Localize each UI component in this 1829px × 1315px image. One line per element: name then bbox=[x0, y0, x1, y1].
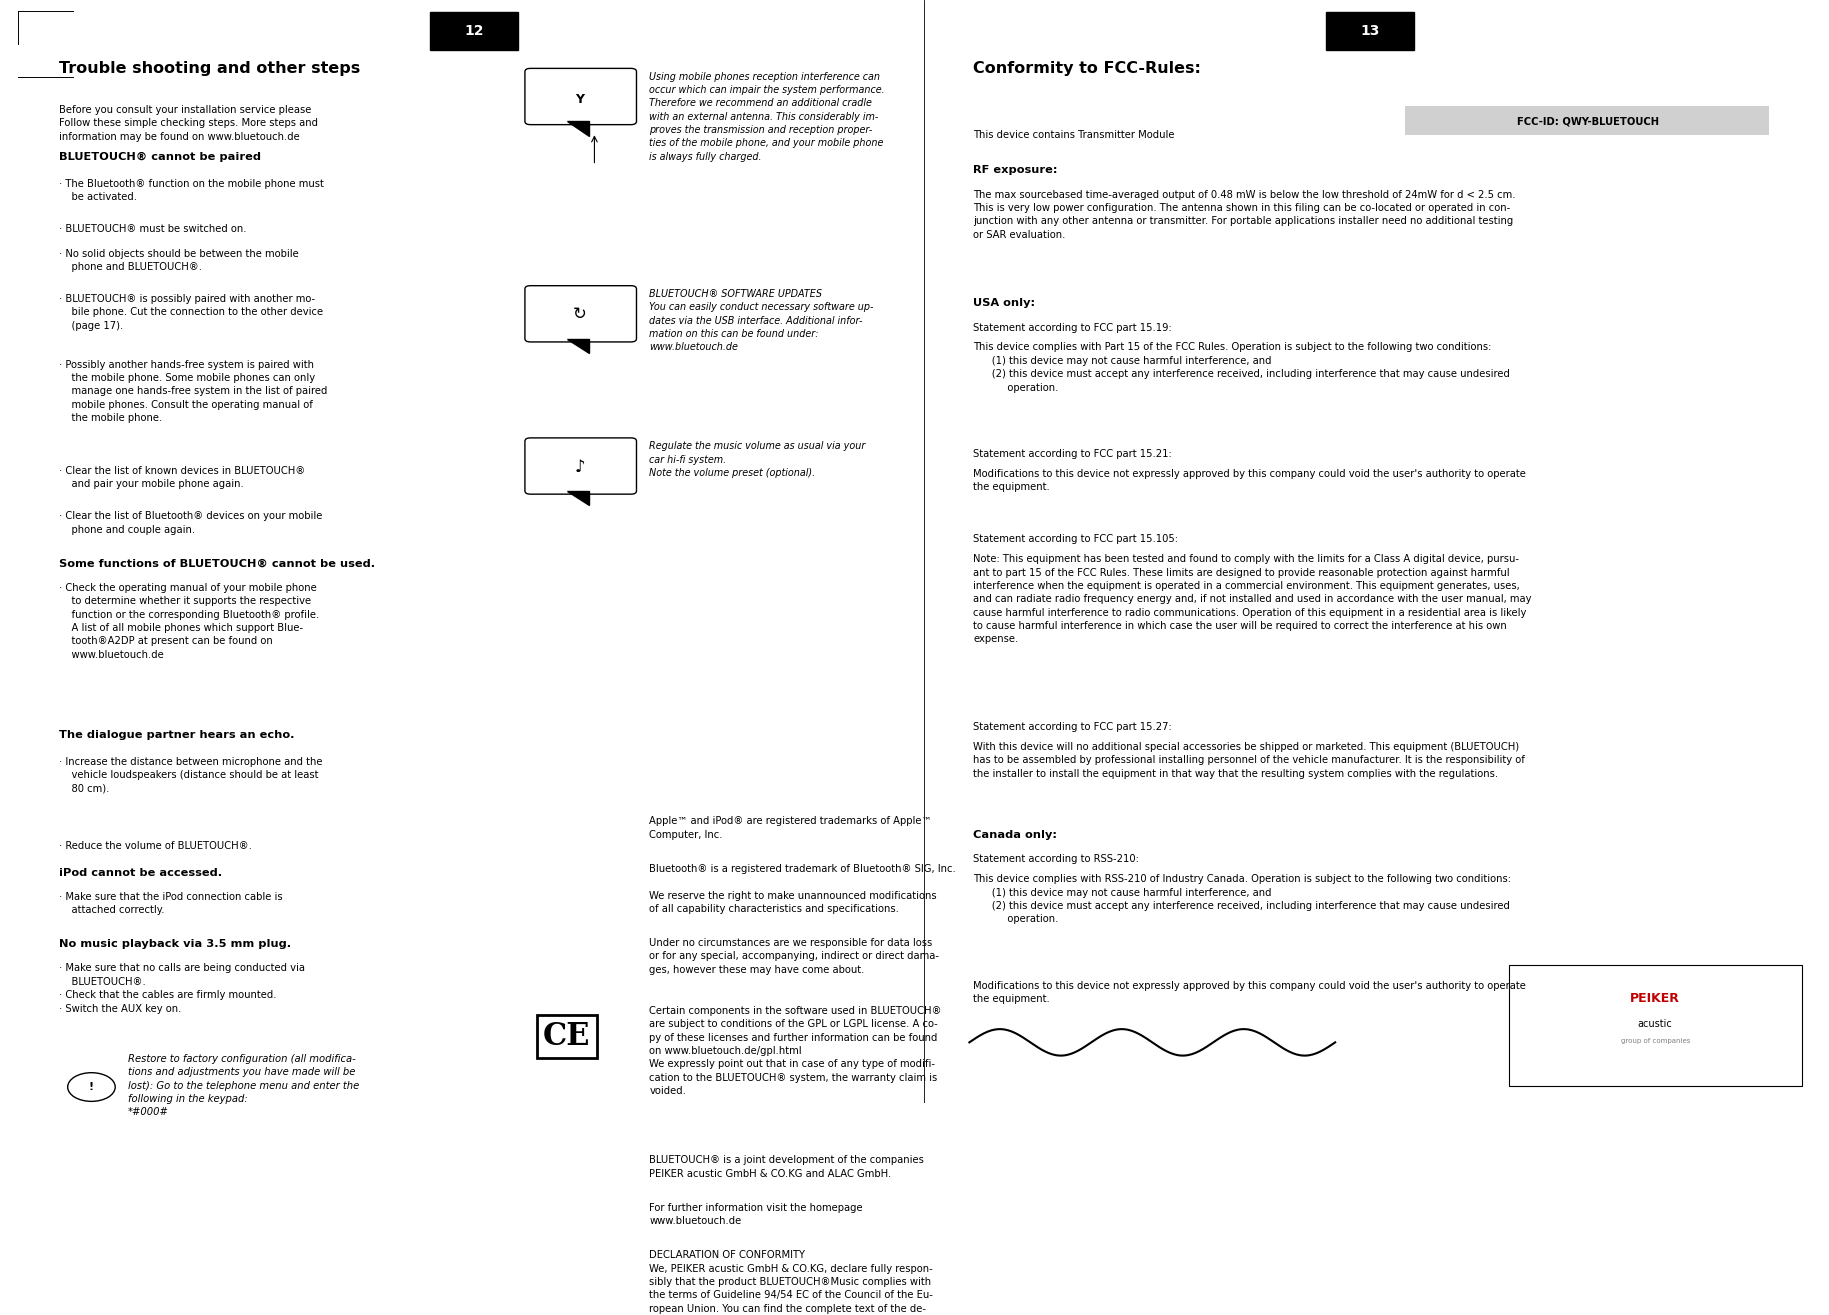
Text: Statement according to RSS-210:: Statement according to RSS-210: bbox=[973, 855, 1139, 864]
Text: Conformity to FCC-Rules:: Conformity to FCC-Rules: bbox=[973, 60, 1202, 76]
Text: Bluetooth® is a registered trademark of Bluetooth® SIG, Inc.: Bluetooth® is a registered trademark of … bbox=[649, 864, 957, 873]
Polygon shape bbox=[567, 490, 589, 505]
Text: FCC-ID: QWY-BLUETOUCH: FCC-ID: QWY-BLUETOUCH bbox=[1516, 116, 1659, 126]
Text: The dialogue partner hears an echo.: The dialogue partner hears an echo. bbox=[59, 730, 294, 740]
Text: !: ! bbox=[90, 1082, 93, 1091]
Text: We reserve the right to make unannounced modifications
of all capability charact: We reserve the right to make unannounced… bbox=[649, 890, 936, 914]
Text: PEIKER: PEIKER bbox=[1630, 992, 1681, 1005]
Text: With this device will no additional special accessories be shipped or marketed. : With this device will no additional spec… bbox=[973, 742, 1525, 778]
Text: The max sourcebased time-averaged output of 0.48 mW is below the low threshold o: The max sourcebased time-averaged output… bbox=[973, 189, 1516, 239]
Text: · Make sure that no calls are being conducted via
    BLUETOUCH®.
· Check that t: · Make sure that no calls are being cond… bbox=[59, 964, 304, 1014]
Text: Some functions of BLUETOUCH® cannot be used.: Some functions of BLUETOUCH® cannot be u… bbox=[59, 559, 375, 568]
Text: Note: This equipment has been tested and found to comply with the limits for a C: Note: This equipment has been tested and… bbox=[973, 554, 1531, 644]
Text: · BLUETOUCH® must be switched on.: · BLUETOUCH® must be switched on. bbox=[59, 224, 247, 234]
Text: 12: 12 bbox=[465, 24, 483, 38]
Text: 13: 13 bbox=[1361, 24, 1379, 38]
Text: · Clear the list of Bluetooth® devices on your mobile
    phone and couple again: · Clear the list of Bluetooth® devices o… bbox=[59, 512, 322, 535]
Text: BLUETOUCH® cannot be paired: BLUETOUCH® cannot be paired bbox=[59, 153, 260, 162]
FancyBboxPatch shape bbox=[1405, 107, 1769, 134]
Text: Canada only:: Canada only: bbox=[973, 830, 1057, 840]
Text: · No solid objects should be between the mobile
    phone and BLUETOUCH®.: · No solid objects should be between the… bbox=[59, 249, 298, 272]
Text: Statement according to FCC part 15.105:: Statement according to FCC part 15.105: bbox=[973, 534, 1178, 544]
FancyBboxPatch shape bbox=[525, 68, 636, 125]
Text: CE: CE bbox=[543, 1022, 591, 1052]
Text: Using mobile phones reception interference can
occur which can impair the system: Using mobile phones reception interferen… bbox=[649, 72, 885, 162]
Text: · Reduce the volume of BLUETOUCH®.: · Reduce the volume of BLUETOUCH®. bbox=[59, 840, 251, 851]
FancyBboxPatch shape bbox=[430, 12, 518, 50]
Text: Regulate the music volume as usual via your
car hi-fi system.
Note the volume pr: Regulate the music volume as usual via y… bbox=[649, 442, 865, 477]
Text: Under no circumstances are we responsible for data loss
or for any special, acco: Under no circumstances are we responsibl… bbox=[649, 938, 940, 974]
Text: · Check the operating manual of your mobile phone
    to determine whether it su: · Check the operating manual of your mob… bbox=[59, 583, 318, 660]
Text: Statement according to FCC part 15.19:: Statement according to FCC part 15.19: bbox=[973, 322, 1172, 333]
Text: · Clear the list of known devices in BLUETOUCH®
    and pair your mobile phone a: · Clear the list of known devices in BLU… bbox=[59, 466, 305, 489]
FancyBboxPatch shape bbox=[1509, 965, 1802, 1086]
Text: DECLARATION OF CONFORMITY
We, PEIKER acustic GmbH & CO.KG, declare fully respon-: DECLARATION OF CONFORMITY We, PEIKER acu… bbox=[649, 1251, 933, 1315]
Text: This device contains Transmitter Module: This device contains Transmitter Module bbox=[973, 130, 1174, 141]
Text: No music playback via 3.5 mm plug.: No music playback via 3.5 mm plug. bbox=[59, 939, 291, 949]
Text: This device complies with RSS-210 of Industry Canada. Operation is subject to th: This device complies with RSS-210 of Ind… bbox=[973, 874, 1511, 924]
Text: Restore to factory configuration (all modifica-
tions and adjustments you have m: Restore to factory configuration (all mo… bbox=[128, 1053, 358, 1118]
FancyBboxPatch shape bbox=[1326, 12, 1414, 50]
Polygon shape bbox=[567, 121, 589, 135]
Text: RF exposure:: RF exposure: bbox=[973, 166, 1057, 175]
Text: Apple™ and iPod® are registered trademarks of Apple™
Computer, Inc.: Apple™ and iPod® are registered trademar… bbox=[649, 817, 931, 839]
FancyBboxPatch shape bbox=[525, 285, 636, 342]
Circle shape bbox=[68, 1073, 115, 1102]
Text: · The Bluetooth® function on the mobile phone must
    be activated.: · The Bluetooth® function on the mobile … bbox=[59, 179, 324, 203]
Text: · Increase the distance between microphone and the
    vehicle loudspeakers (dis: · Increase the distance between micropho… bbox=[59, 756, 322, 793]
Text: Certain components in the software used in BLUETOUCH®
are subject to conditions : Certain components in the software used … bbox=[649, 1006, 942, 1097]
FancyBboxPatch shape bbox=[525, 438, 636, 494]
Text: · Make sure that the iPod connection cable is
    attached correctly.: · Make sure that the iPod connection cab… bbox=[59, 892, 282, 915]
Text: Before you consult your installation service please
Follow these simple checking: Before you consult your installation ser… bbox=[59, 105, 318, 142]
Text: ↻: ↻ bbox=[572, 305, 587, 323]
Text: acustic: acustic bbox=[1639, 1019, 1672, 1028]
Text: Modifications to this device not expressly approved by this company could void t: Modifications to this device not express… bbox=[973, 981, 1525, 1003]
Text: BLUETOUCH® is a joint development of the companies
PEIKER acustic GmbH & CO.KG a: BLUETOUCH® is a joint development of the… bbox=[649, 1156, 924, 1178]
Text: Y: Y bbox=[576, 93, 583, 105]
Text: · BLUETOUCH® is possibly paired with another mo-
    bile phone. Cut the connect: · BLUETOUCH® is possibly paired with ano… bbox=[59, 295, 322, 330]
Polygon shape bbox=[567, 339, 589, 352]
Text: group of companies: group of companies bbox=[1620, 1039, 1690, 1044]
Text: Trouble shooting and other steps: Trouble shooting and other steps bbox=[59, 60, 360, 76]
Text: BLUETOUCH® SOFTWARE UPDATES
You can easily conduct necessary software up-
dates : BLUETOUCH® SOFTWARE UPDATES You can easi… bbox=[649, 289, 874, 352]
Text: iPod cannot be accessed.: iPod cannot be accessed. bbox=[59, 868, 221, 877]
Text: · Possibly another hands-free system is paired with
    the mobile phone. Some m: · Possibly another hands-free system is … bbox=[59, 359, 327, 423]
Text: USA only:: USA only: bbox=[973, 299, 1035, 309]
Text: Statement according to FCC part 15.21:: Statement according to FCC part 15.21: bbox=[973, 448, 1172, 459]
Text: ♪: ♪ bbox=[574, 458, 585, 476]
Text: Statement according to FCC part 15.27:: Statement according to FCC part 15.27: bbox=[973, 722, 1172, 732]
Text: Modifications to this device not expressly approved by this company could void t: Modifications to this device not express… bbox=[973, 468, 1525, 492]
Text: For further information visit the homepage
www.bluetouch.de: For further information visit the homepa… bbox=[649, 1203, 863, 1226]
Text: This device complies with Part 15 of the FCC Rules. Operation is subject to the : This device complies with Part 15 of the… bbox=[973, 342, 1511, 393]
